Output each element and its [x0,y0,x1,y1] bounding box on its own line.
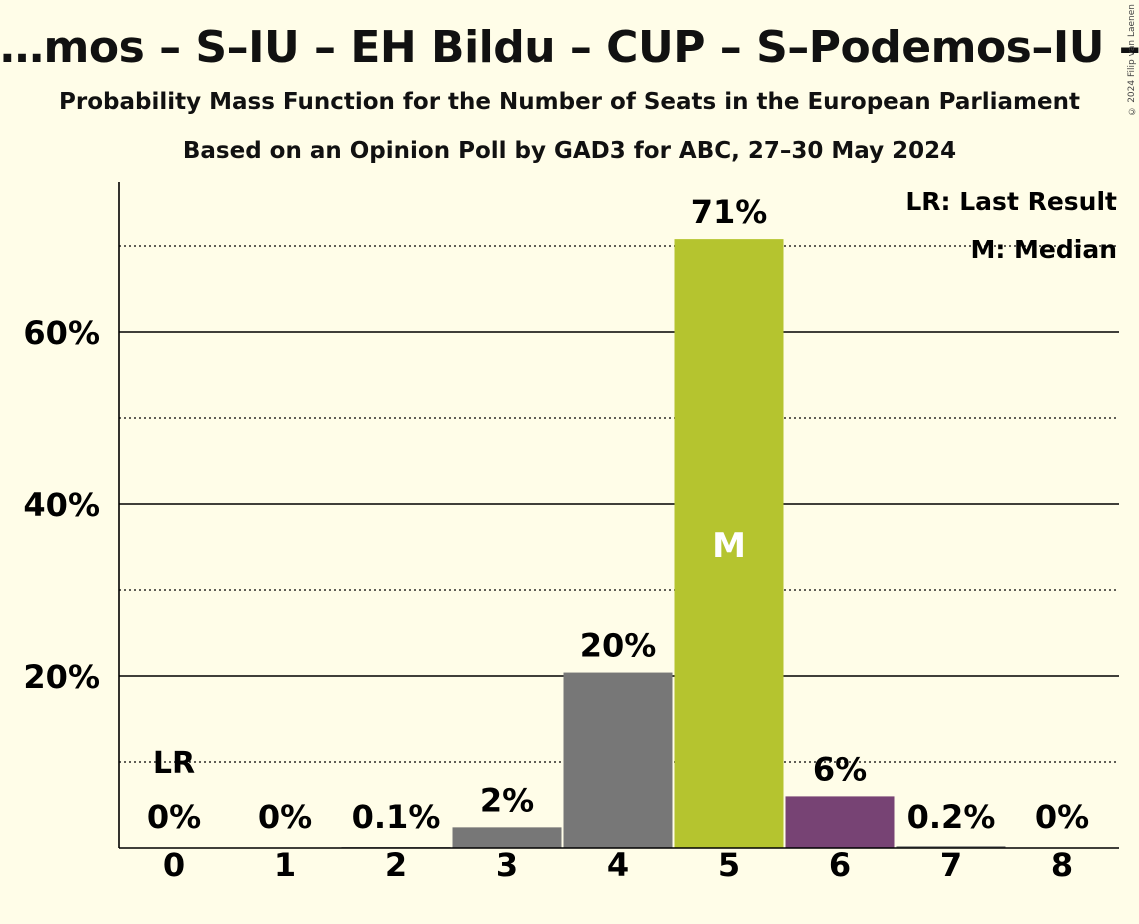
chart-subtitle: Probability Mass Function for the Number… [59,89,1080,115]
y-tick-label: 40% [23,486,100,524]
x-tick-label: 7 [940,846,962,884]
data-label: 0% [1035,798,1089,836]
x-tick-label: 0 [163,846,185,884]
median-marker: M [712,526,746,566]
data-label: 71% [691,193,768,231]
x-tick-label: 5 [718,846,740,884]
data-label: 0.1% [352,798,441,836]
data-label: 2% [480,781,534,819]
x-tick-label: 1 [274,846,296,884]
legend-median: M: Median [970,235,1117,264]
x-tick-label: 4 [607,846,629,884]
chart-title: …mos – S–IU – EH Bildu – CUP – S–Podemos… [0,22,1139,73]
last-result-marker: LR [153,746,195,781]
x-tick-label: 6 [829,846,851,884]
y-tick-label: 20% [23,658,100,696]
data-label: 0% [258,798,312,836]
data-label: 0.2% [907,798,996,836]
bar [674,239,784,848]
bar [785,796,895,848]
data-label: 20% [580,627,657,665]
bar [896,846,1006,848]
x-tick-label: 2 [385,846,407,884]
y-tick-label: 60% [23,314,100,352]
legend-last-result: LR: Last Result [905,187,1117,216]
bar [563,672,673,848]
bar [452,827,562,848]
x-tick-label: 3 [496,846,518,884]
chart-source: Based on an Opinion Poll by GAD3 for ABC… [182,138,957,164]
data-label: 0% [147,798,201,836]
x-tick-label: 8 [1051,846,1073,884]
data-label: 6% [813,750,867,788]
